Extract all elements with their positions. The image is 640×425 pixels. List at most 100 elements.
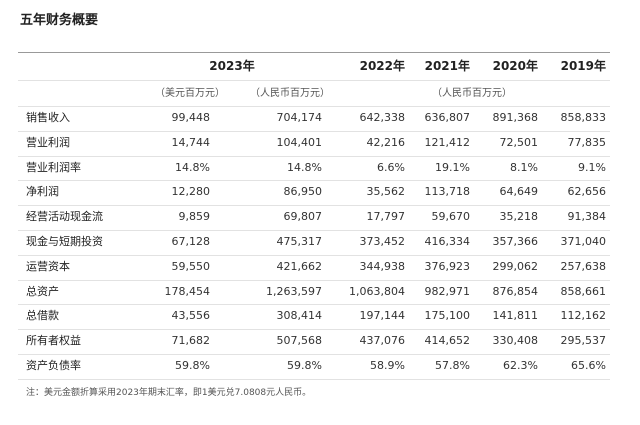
row-divider: [18, 378, 610, 380]
unit-label: （美元百万元）: [155, 88, 225, 99]
row-divider: [18, 279, 610, 281]
year-header: 2020年: [492, 59, 538, 73]
cell-value: 197,144: [359, 309, 406, 323]
row-label: 运营资本: [26, 259, 70, 273]
row-label: 资产负债率: [26, 359, 81, 372]
cell-value: 475,317: [276, 235, 323, 248]
cell-value: 58.9%: [370, 359, 405, 372]
cell-value: 59,550: [171, 259, 211, 273]
row-divider: [18, 230, 610, 231]
cell-value: 9.1%: [578, 160, 606, 174]
cell-value: 373,452: [359, 235, 406, 248]
cell-value: 299,062: [492, 259, 539, 273]
cell-value: 59.8%: [287, 359, 322, 372]
cell-value: 35,562: [366, 185, 406, 199]
cell-value: 9,859: [178, 210, 211, 224]
cell-value: 376,923: [424, 259, 471, 273]
row-label: 经营活动现金流: [26, 210, 103, 224]
cell-value: 357,366: [492, 235, 539, 248]
row-label: 营业利润: [26, 135, 70, 149]
cell-value: 86,950: [283, 185, 323, 199]
cell-value: 704,174: [276, 111, 323, 124]
cell-value: 344,938: [359, 259, 406, 273]
cell-value: 59.8%: [175, 359, 210, 372]
cell-value: 104,401: [276, 135, 323, 149]
cell-value: 891,368: [492, 111, 539, 124]
cell-value: 12,280: [171, 185, 211, 199]
year-header: 2022年: [359, 59, 405, 73]
cell-value: 858,661: [560, 284, 607, 298]
row-divider: [18, 205, 610, 207]
year-header: 2019年: [560, 59, 606, 73]
cell-value: 19.1%: [435, 160, 470, 174]
cell-value: 1,063,804: [349, 284, 405, 298]
row-divider: [18, 354, 610, 355]
cell-value: 62,656: [567, 185, 607, 199]
cell-value: 175,100: [424, 309, 471, 323]
cell-value: 6.6%: [377, 160, 405, 174]
cell-value: 43,556: [171, 309, 211, 323]
row-divider: [18, 130, 610, 132]
row-divider: [18, 180, 610, 182]
row-label: 现金与短期投资: [26, 235, 103, 248]
cell-value: 59,670: [431, 210, 471, 224]
unit-label: （人民币百万元）: [250, 88, 330, 99]
cell-value: 14,744: [171, 135, 211, 149]
cell-value: 642,338: [359, 111, 406, 124]
row-label: 净利润: [26, 185, 59, 199]
cell-value: 414,652: [424, 334, 471, 348]
unit-label: （人民币百万元）: [432, 88, 512, 99]
cell-value: 982,971: [424, 284, 471, 298]
cell-value: 421,662: [276, 259, 323, 273]
row-label: 所有者权益: [26, 334, 81, 348]
cell-value: 121,412: [424, 135, 471, 149]
cell-value: 1,263,597: [266, 284, 322, 298]
row-label: 总借款: [26, 309, 59, 323]
cell-value: 65.6%: [571, 359, 606, 372]
cell-value: 308,414: [276, 309, 323, 323]
row-label: 营业利润率: [26, 160, 81, 174]
cell-value: 8.1%: [510, 160, 538, 174]
cell-value: 876,854: [492, 284, 539, 298]
cell-value: 64,649: [499, 185, 539, 199]
row-label: 销售收入: [26, 111, 70, 124]
cell-value: 14.8%: [175, 160, 210, 174]
cell-value: 62.3%: [503, 359, 538, 372]
cell-value: 35,218: [499, 210, 539, 224]
cell-value: 112,162: [560, 309, 607, 323]
cell-value: 42,216: [366, 135, 406, 149]
cell-value: 507,568: [276, 334, 323, 348]
cell-value: 141,811: [492, 309, 539, 323]
cell-value: 14.8%: [287, 160, 322, 174]
cell-value: 91,384: [567, 210, 607, 224]
cell-value: 437,076: [359, 334, 406, 348]
cell-value: 71,682: [171, 334, 211, 348]
row-divider: [18, 155, 610, 157]
cell-value: 636,807: [424, 111, 471, 124]
header-divider: [18, 80, 610, 81]
year-header: 2023年: [209, 59, 255, 73]
cell-value: 67,128: [171, 235, 211, 248]
cell-value: 178,454: [164, 284, 211, 298]
cell-value: 371,040: [560, 235, 607, 248]
cell-value: 858,833: [560, 111, 607, 124]
year-header: 2021年: [424, 59, 470, 73]
cell-value: 330,408: [492, 334, 539, 348]
row-divider: [18, 304, 610, 306]
title: 五年财务概要: [20, 13, 99, 28]
row-label: 总资产: [26, 284, 59, 298]
cell-value: 99,448: [171, 111, 211, 124]
footnote: 注：美元金额折算采用2023年期末汇率，即1美元兑7.0808元人民币。: [26, 388, 312, 398]
table-top-border: [18, 52, 610, 53]
cell-value: 72,501: [499, 135, 539, 149]
units-divider: [18, 106, 610, 107]
row-divider: [18, 329, 610, 331]
cell-value: 113,718: [424, 185, 471, 199]
row-divider: [18, 254, 610, 256]
cell-value: 416,334: [424, 235, 471, 248]
cell-value: 69,807: [283, 210, 323, 224]
cell-value: 17,797: [366, 210, 406, 224]
cell-value: 257,638: [560, 259, 607, 273]
cell-value: 77,835: [567, 135, 607, 149]
